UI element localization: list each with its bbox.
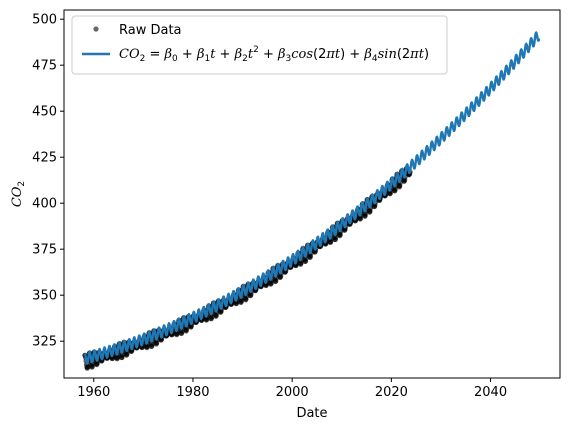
legend-fit-label-part: (2 [397,47,410,62]
plot-area [82,31,541,371]
x-tick-label: 2040 [474,385,507,400]
legend-fit-label-part: πt [409,47,425,62]
legend-fit-label-part: β [234,47,243,62]
legend-raw-marker [93,26,99,32]
legend-fit-label-part: 0 [172,54,178,64]
axes-frame [63,9,561,379]
legend-fit-label-part: πt [325,47,341,62]
legend-fit-label-part: cos [291,47,313,62]
axes: 1960 1980 2000 2020 2040 325 350 375 400 425 450 47… [32,9,561,400]
legend-fit-label-part: β [363,47,372,62]
legend-fit-label-part: CO [119,47,140,62]
fit-line [83,31,541,366]
y-tick-label: 325 [32,335,57,350]
y-tick-label: 375 [32,243,57,258]
legend-fit-label-part: t [210,47,216,62]
x-tick-label: 2000 [276,385,309,400]
legend-fit-label-part: 3 [286,54,292,64]
y-axis-label: CO2 [10,181,27,207]
y-axis-label-subscript: 2 [17,181,27,187]
legend-fit-label-part: β [164,47,173,62]
legend-fit-label-part: + [259,47,278,62]
x-axis-label: Date [296,406,327,421]
legend-fit-label-part: + [215,47,234,62]
x-tick-label: 1980 [176,385,209,400]
legend-fit-label-part: 2 [242,54,248,64]
x-tick-label: 2020 [375,385,408,400]
legend-fit-label-part: 2 [140,54,146,64]
legend-fit-label-part: = [145,47,164,62]
raw-data-point [333,234,339,241]
y-tick-label: 475 [32,59,57,74]
y-axis-label-main: CO [10,186,25,207]
y-tick-label: 450 [32,105,57,120]
legend-fit-label-part: ) + [340,47,364,62]
y-tick-label: 425 [32,151,57,166]
legend-box [71,15,448,75]
legend-fit-label-part: β [196,47,205,62]
legend-fit-label: CO2 = β0 + β1t + β2t2 + β3cos(2πt) + β4s… [119,45,429,64]
legend-fit-label-part: t [248,47,254,62]
x-tick-label: 1960 [77,385,110,400]
legend-fit-label-part: (2 [313,47,326,62]
legend-fit-label-part: sin [378,47,397,62]
legend-raw-label: Raw Data [119,23,182,38]
legend-fit-label-part: + [178,47,197,62]
y-tick-label: 500 [32,13,57,28]
legend-fit-label-part: ) [424,47,429,62]
legend-fit-label-part: β [277,47,286,62]
legend-fit-label-part: 2 [253,45,259,55]
legend-fit-label-part: 1 [204,54,210,64]
legend-fit-label-part: 4 [372,54,378,64]
y-tick-label: 350 [32,289,57,304]
y-tick-label: 400 [32,197,57,212]
